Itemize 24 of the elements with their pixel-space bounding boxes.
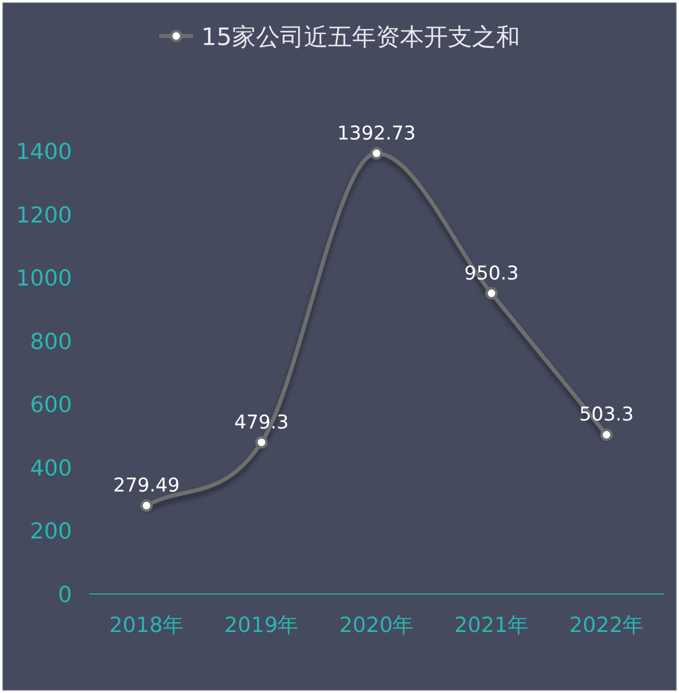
data-label: 1392.73 <box>337 122 416 144</box>
y-tick-label: 1400 <box>16 140 72 165</box>
x-tick-label: 2018年 <box>109 613 184 637</box>
y-tick-label: 600 <box>30 393 72 418</box>
y-tick-label: 1200 <box>16 203 72 228</box>
point <box>370 147 383 160</box>
y-tick-label: 800 <box>30 330 72 355</box>
point <box>600 428 613 441</box>
data-label: 479.3 <box>234 411 289 434</box>
y-tick-label: 0 <box>58 583 72 608</box>
x-tick-label: 2021年 <box>454 613 529 637</box>
point <box>485 287 498 300</box>
y-tick-label: 400 <box>30 456 72 482</box>
point <box>255 436 268 449</box>
y-tick-label: 1000 <box>16 266 72 292</box>
data-label: 950.3 <box>464 262 519 284</box>
x-tick-label: 2019年 <box>224 613 299 637</box>
x-tick-label: 2020年 <box>339 613 414 637</box>
legend: 15家公司近五年资本开支之和 <box>159 23 520 51</box>
point <box>140 499 153 512</box>
x-tick-label: 2022年 <box>569 613 644 637</box>
data-label: 279.49 <box>113 474 180 497</box>
data-label: 503.3 <box>579 404 634 426</box>
y-tick-label: 200 <box>30 520 72 545</box>
